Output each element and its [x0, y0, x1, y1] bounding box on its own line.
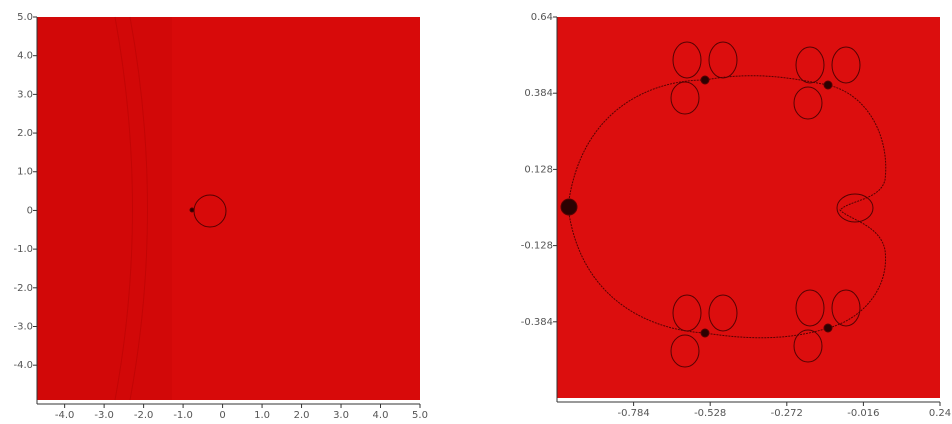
- y-tick-label: 0: [27, 205, 33, 216]
- petal: [670, 334, 700, 368]
- y-tick-label: 0.128: [524, 164, 553, 175]
- x-tick-label: -0.784: [617, 408, 649, 419]
- petal: [795, 46, 825, 84]
- image-area: [557, 17, 940, 398]
- y-tick-label: 4.0: [17, 51, 33, 62]
- x-tick-label: -2.0: [134, 410, 154, 421]
- shade: [37, 17, 172, 400]
- y-tick-label: 2.0: [17, 128, 33, 139]
- y-tick-label: 3.0: [17, 89, 33, 100]
- x-tick-label: 2.0: [294, 410, 310, 421]
- y-tick-label: 5.0: [17, 12, 33, 23]
- y-tick-label: 0.64: [531, 12, 553, 23]
- petal: [836, 193, 874, 223]
- x-tick-label: 0: [219, 410, 225, 421]
- x-tick-label: -4.0: [55, 410, 75, 421]
- petal: [708, 294, 738, 332]
- petal: [831, 46, 861, 84]
- fractal: [560, 41, 887, 368]
- petal: [831, 289, 861, 327]
- x-tick-label: 3.0: [333, 410, 349, 421]
- y-tick-label: -1.0: [13, 244, 33, 255]
- bulb: [700, 75, 710, 85]
- petal: [795, 289, 825, 327]
- x-tick-label: 5.0: [412, 410, 428, 421]
- petal: [672, 294, 702, 332]
- petal: [670, 81, 700, 115]
- x-tick-label: -0.528: [694, 408, 726, 419]
- y-tick-label: -2.0: [13, 283, 33, 294]
- x-tick-label: -0.272: [771, 408, 803, 419]
- bulb: [823, 80, 833, 90]
- set-blob: [560, 198, 578, 216]
- shade-curve: [114, 16, 148, 401]
- y-tick-label: 0.384: [524, 88, 553, 99]
- x-tick-label: -3.0: [94, 410, 114, 421]
- petal: [708, 41, 738, 79]
- y-tick-label: 1.0: [17, 167, 33, 178]
- x-tick-label: 0.24: [929, 408, 951, 419]
- x-tick-label: -0.016: [847, 408, 879, 419]
- x-tick-label: 4.0: [373, 410, 389, 421]
- y-tick-label: -0.384: [521, 317, 553, 328]
- petal: [793, 86, 823, 120]
- image-area: [37, 17, 420, 400]
- y-tick-label: -3.0: [13, 321, 33, 332]
- bulb: [700, 328, 710, 338]
- y-tick-label: -0.128: [521, 241, 553, 252]
- bulb: [823, 323, 833, 333]
- x-tick-label: -1.0: [173, 410, 193, 421]
- petal: [793, 329, 823, 363]
- x-tick-label: 1.0: [254, 410, 270, 421]
- y-tick-label: -4.0: [13, 360, 33, 371]
- set-dot: [189, 207, 195, 213]
- fractal: [37, 16, 227, 401]
- petal: [672, 41, 702, 79]
